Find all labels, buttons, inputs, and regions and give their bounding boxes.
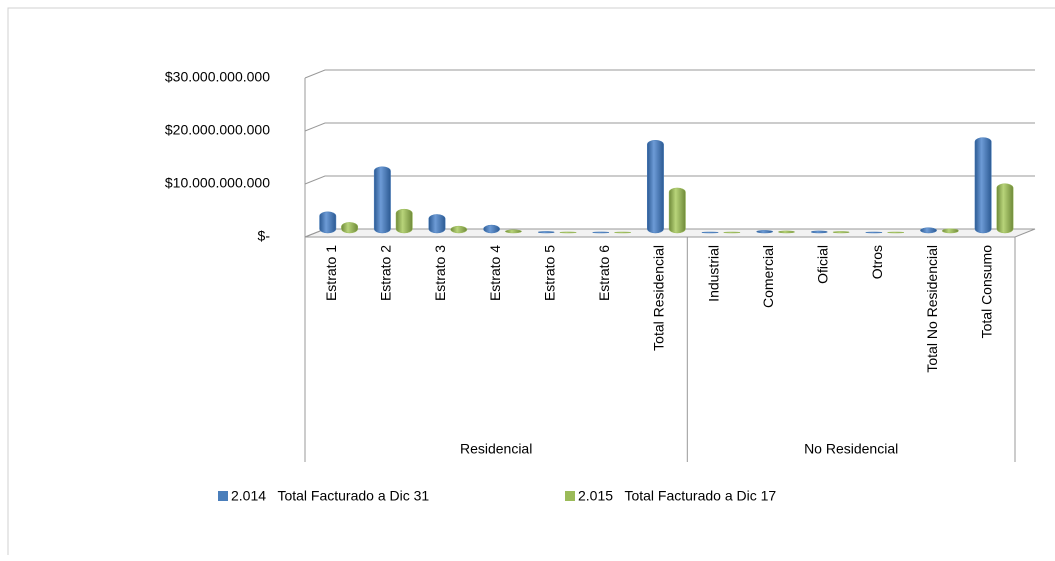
- y-tick-label: $-: [258, 228, 271, 244]
- legend-swatch: [218, 491, 228, 501]
- bar: [668, 187, 686, 234]
- y-tick-label: $20.000.000.000: [165, 122, 270, 138]
- x-tick-label: Otros: [869, 245, 885, 279]
- bar: [341, 222, 359, 234]
- bar: [810, 230, 828, 234]
- x-tick-label: Estrato 3: [432, 245, 448, 301]
- legend-swatch: [565, 491, 575, 501]
- bar: [756, 230, 774, 234]
- bar: [865, 231, 883, 234]
- x-tick-label: Estrato 2: [378, 245, 394, 301]
- bar: [646, 140, 664, 234]
- grid-line: [304, 122, 1035, 132]
- bar: [778, 230, 795, 234]
- legend-label: 2.015 Total Facturado a Dic 17: [578, 488, 776, 504]
- x-tick-label: Total Residencial: [651, 245, 667, 351]
- chart-frame: [7, 7, 1055, 555]
- x-tick-label: Estrato 4: [487, 245, 503, 301]
- bar: [941, 228, 959, 234]
- x-tick-label: Estrato 6: [596, 245, 612, 301]
- bar: [832, 231, 850, 234]
- y-tick-label: $30.000.000.000: [165, 69, 270, 85]
- bar: [996, 183, 1014, 234]
- legend-label: 2.014 Total Facturado a Dic 31: [231, 488, 429, 504]
- x-tick-label: Total No Residencial: [924, 245, 940, 373]
- bar: [537, 231, 555, 234]
- x-tick-label: Total Consumo: [978, 245, 994, 339]
- bar: [395, 208, 413, 234]
- bar: [428, 214, 446, 234]
- bar: [504, 229, 522, 234]
- group-label: No Residencial: [804, 441, 898, 457]
- bar: [319, 211, 337, 234]
- group-label: Residencial: [460, 441, 532, 457]
- x-tick-label: Oficial: [815, 245, 831, 284]
- bar: [920, 227, 937, 234]
- bar: [974, 137, 992, 234]
- bar: [723, 231, 741, 234]
- bar: [559, 231, 577, 234]
- grid-line: [304, 69, 1035, 79]
- grid-line: [304, 175, 1035, 185]
- bar: [701, 231, 719, 234]
- bar: [483, 224, 501, 234]
- bar: [373, 166, 391, 234]
- x-tick-label: Estrato 1: [323, 245, 339, 301]
- bar: [887, 231, 905, 234]
- bar: [614, 231, 632, 234]
- bar: [592, 231, 610, 234]
- y-tick-label: $10.000.000.000: [165, 175, 270, 191]
- x-tick-label: Estrato 5: [541, 245, 557, 301]
- bar: [450, 225, 468, 234]
- x-tick-label: Industrial: [705, 245, 721, 302]
- x-tick-label: Comercial: [760, 245, 776, 308]
